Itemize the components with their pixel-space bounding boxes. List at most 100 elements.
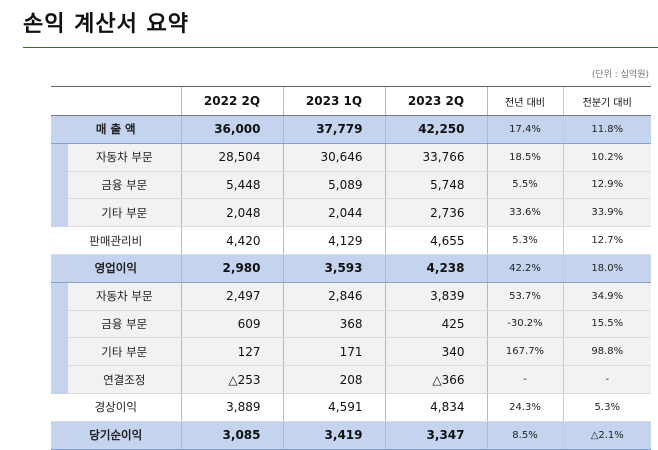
cell-yoy: 8.5% <box>486 420 563 450</box>
col-header-2022-2q: 2022 2Q <box>180 86 283 116</box>
table-row: 기타 부문 2,048 2,044 2,736 33.6% 33.9% <box>51 198 651 228</box>
cell-2022-2q: 2,980 <box>180 253 283 283</box>
cell-2023-1q: 4,129 <box>282 226 385 255</box>
income-statement-table: 2022 2Q 2023 1Q 2023 2Q 전년 대비 전분기 대비 매 출… <box>51 86 651 450</box>
page-title: 손익 계산서 요약 <box>23 12 189 37</box>
row-indent-marker <box>51 337 68 367</box>
cell-2022-2q: 5,448 <box>180 171 283 200</box>
row-label: 금융 부문 <box>68 310 181 339</box>
cell-qoq: 10.2% <box>562 143 651 172</box>
cell-qoq: - <box>562 365 651 394</box>
cell-2023-2q: 33,766 <box>384 143 487 172</box>
cell-2023-1q: 171 <box>282 337 385 367</box>
cell-qoq: 34.9% <box>562 282 651 311</box>
cell-yoy: 53.7% <box>486 282 563 311</box>
cell-yoy: 24.3% <box>486 393 563 422</box>
cell-2023-1q: 3,593 <box>282 253 385 283</box>
cell-2023-2q: 4,655 <box>384 226 487 255</box>
table-row-net-income: 당기순이익 3,085 3,419 3,347 8.5% △2.1% <box>51 420 651 450</box>
cell-yoy: 33.6% <box>486 198 563 228</box>
col-header-2023-1q: 2023 1Q <box>282 86 385 116</box>
cell-2023-1q: 208 <box>282 365 385 394</box>
cell-qoq: 18.0% <box>562 253 651 283</box>
row-indent-marker <box>51 282 68 311</box>
row-indent-marker <box>51 198 68 228</box>
cell-2023-2q: 5,748 <box>384 171 487 200</box>
table-row: 기타 부문 127 171 340 167.7% 98.8% <box>51 337 651 367</box>
cell-2023-1q: 368 <box>282 310 385 339</box>
cell-yoy: 167.7% <box>486 337 563 367</box>
cell-2023-2q: 425 <box>384 310 487 339</box>
cell-qoq: 5.3% <box>562 393 651 422</box>
cell-2023-1q: 4,591 <box>282 393 385 422</box>
cell-2022-2q: 127 <box>180 337 283 367</box>
row-label: 당기순이익 <box>51 420 181 450</box>
cell-qoq: △2.1% <box>562 420 651 450</box>
row-label: 연결조정 <box>68 365 181 394</box>
col-header-qoq: 전분기 대비 <box>562 86 651 116</box>
cell-yoy: 5.3% <box>486 226 563 255</box>
cell-2022-2q: 36,000 <box>180 115 283 144</box>
cell-qoq: 33.9% <box>562 198 651 228</box>
cell-qoq: 12.7% <box>562 226 651 255</box>
row-label: 판매관리비 <box>51 226 181 255</box>
cell-2022-2q: 2,497 <box>180 282 283 311</box>
cell-qoq: 15.5% <box>562 310 651 339</box>
cell-yoy: 18.5% <box>486 143 563 172</box>
cell-2022-2q: 2,048 <box>180 198 283 228</box>
cell-qoq: 11.8% <box>562 115 651 144</box>
cell-2022-2q: 609 <box>180 310 283 339</box>
cell-yoy: - <box>486 365 563 394</box>
cell-2023-2q: 3,839 <box>384 282 487 311</box>
cell-qoq: 12.9% <box>562 171 651 200</box>
col-header-yoy: 전년 대비 <box>486 86 563 116</box>
table-row: 금융 부문 609 368 425 -30.2% 15.5% <box>51 310 651 339</box>
cell-2023-1q: 30,646 <box>282 143 385 172</box>
table-row-revenue: 매 출 액 36,000 37,779 42,250 17.4% 11.8% <box>51 115 651 144</box>
row-label: 기타 부문 <box>68 337 181 367</box>
row-label: 금융 부문 <box>68 171 181 200</box>
row-indent-marker <box>51 143 68 172</box>
cell-2023-2q: 2,736 <box>384 198 487 228</box>
row-label: 자동차 부문 <box>68 143 181 172</box>
cell-yoy: 17.4% <box>486 115 563 144</box>
cell-qoq: 98.8% <box>562 337 651 367</box>
unit-note: (단위 : 십억원) <box>591 70 649 80</box>
cell-2022-2q: △253 <box>180 365 283 394</box>
cell-2023-2q: 3,347 <box>384 420 487 450</box>
cell-2022-2q: 4,420 <box>180 226 283 255</box>
cell-2023-2q: △366 <box>384 365 487 394</box>
cell-2023-2q: 4,238 <box>384 253 487 283</box>
table-row-ordinary-profit: 경상이익 3,889 4,591 4,834 24.3% 5.3% <box>51 393 651 422</box>
cell-2023-1q: 37,779 <box>282 115 385 144</box>
title-divider <box>23 47 658 48</box>
table-row: 연결조정 △253 208 △366 - - <box>51 365 651 394</box>
cell-2023-2q: 340 <box>384 337 487 367</box>
cell-2023-1q: 5,089 <box>282 171 385 200</box>
cell-2023-1q: 2,044 <box>282 198 385 228</box>
row-indent-marker <box>51 171 68 200</box>
table-row: 금융 부문 5,448 5,089 5,748 5.5% 12.9% <box>51 171 651 200</box>
table-row: 자동차 부문 28,504 30,646 33,766 18.5% 10.2% <box>51 143 651 172</box>
cell-2022-2q: 3,889 <box>180 393 283 422</box>
header-label-cell <box>51 86 181 116</box>
table-row: 자동차 부문 2,497 2,846 3,839 53.7% 34.9% <box>51 282 651 311</box>
cell-2023-1q: 3,419 <box>282 420 385 450</box>
row-label: 기타 부문 <box>68 198 181 228</box>
table-row-sga: 판매관리비 4,420 4,129 4,655 5.3% 12.7% <box>51 226 651 255</box>
row-label: 자동차 부문 <box>68 282 181 311</box>
row-label: 매 출 액 <box>51 115 181 144</box>
cell-2023-2q: 42,250 <box>384 115 487 144</box>
cell-2023-1q: 2,846 <box>282 282 385 311</box>
cell-yoy: 5.5% <box>486 171 563 200</box>
cell-yoy: -30.2% <box>486 310 563 339</box>
cell-yoy: 42.2% <box>486 253 563 283</box>
cell-2022-2q: 28,504 <box>180 143 283 172</box>
header-row: 2022 2Q 2023 1Q 2023 2Q 전년 대비 전분기 대비 <box>51 86 651 116</box>
cell-2023-2q: 4,834 <box>384 393 487 422</box>
row-label: 경상이익 <box>51 393 181 422</box>
table-row-operating-profit: 영업이익 2,980 3,593 4,238 42.2% 18.0% <box>51 253 651 283</box>
row-indent-marker <box>51 310 68 339</box>
col-header-2023-2q: 2023 2Q <box>384 86 487 116</box>
row-indent-marker <box>51 365 68 394</box>
